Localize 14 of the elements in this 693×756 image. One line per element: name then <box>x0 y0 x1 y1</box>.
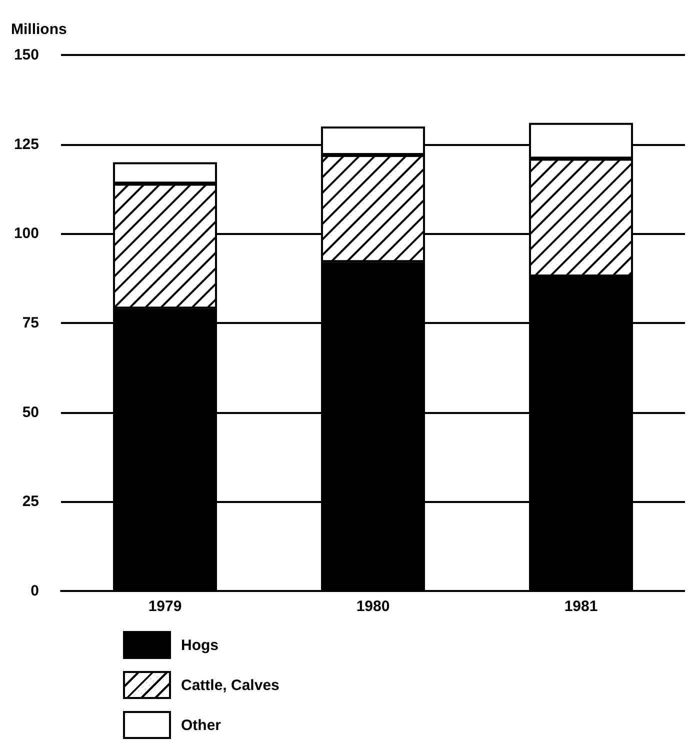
legend-label: Other <box>181 716 222 734</box>
y-tick-label: 150 <box>14 46 39 64</box>
legend-label: Hogs <box>181 636 218 654</box>
x-tick-label: 1979 <box>148 598 182 615</box>
y-tick-label: 75 <box>22 314 39 332</box>
legend-label: Cattle, Calves <box>181 676 280 694</box>
y-tick-label: 0 <box>30 582 39 600</box>
y-tick-label: 25 <box>22 493 39 510</box>
y-tick-label: 50 <box>22 404 39 421</box>
x-tick-label: 1980 <box>356 598 390 615</box>
y-tick-label: 125 <box>14 136 39 153</box>
y-axis-title: Millions <box>11 21 67 38</box>
y-tick-label: 100 <box>14 225 39 242</box>
x-tick-label: 1981 <box>564 598 598 615</box>
